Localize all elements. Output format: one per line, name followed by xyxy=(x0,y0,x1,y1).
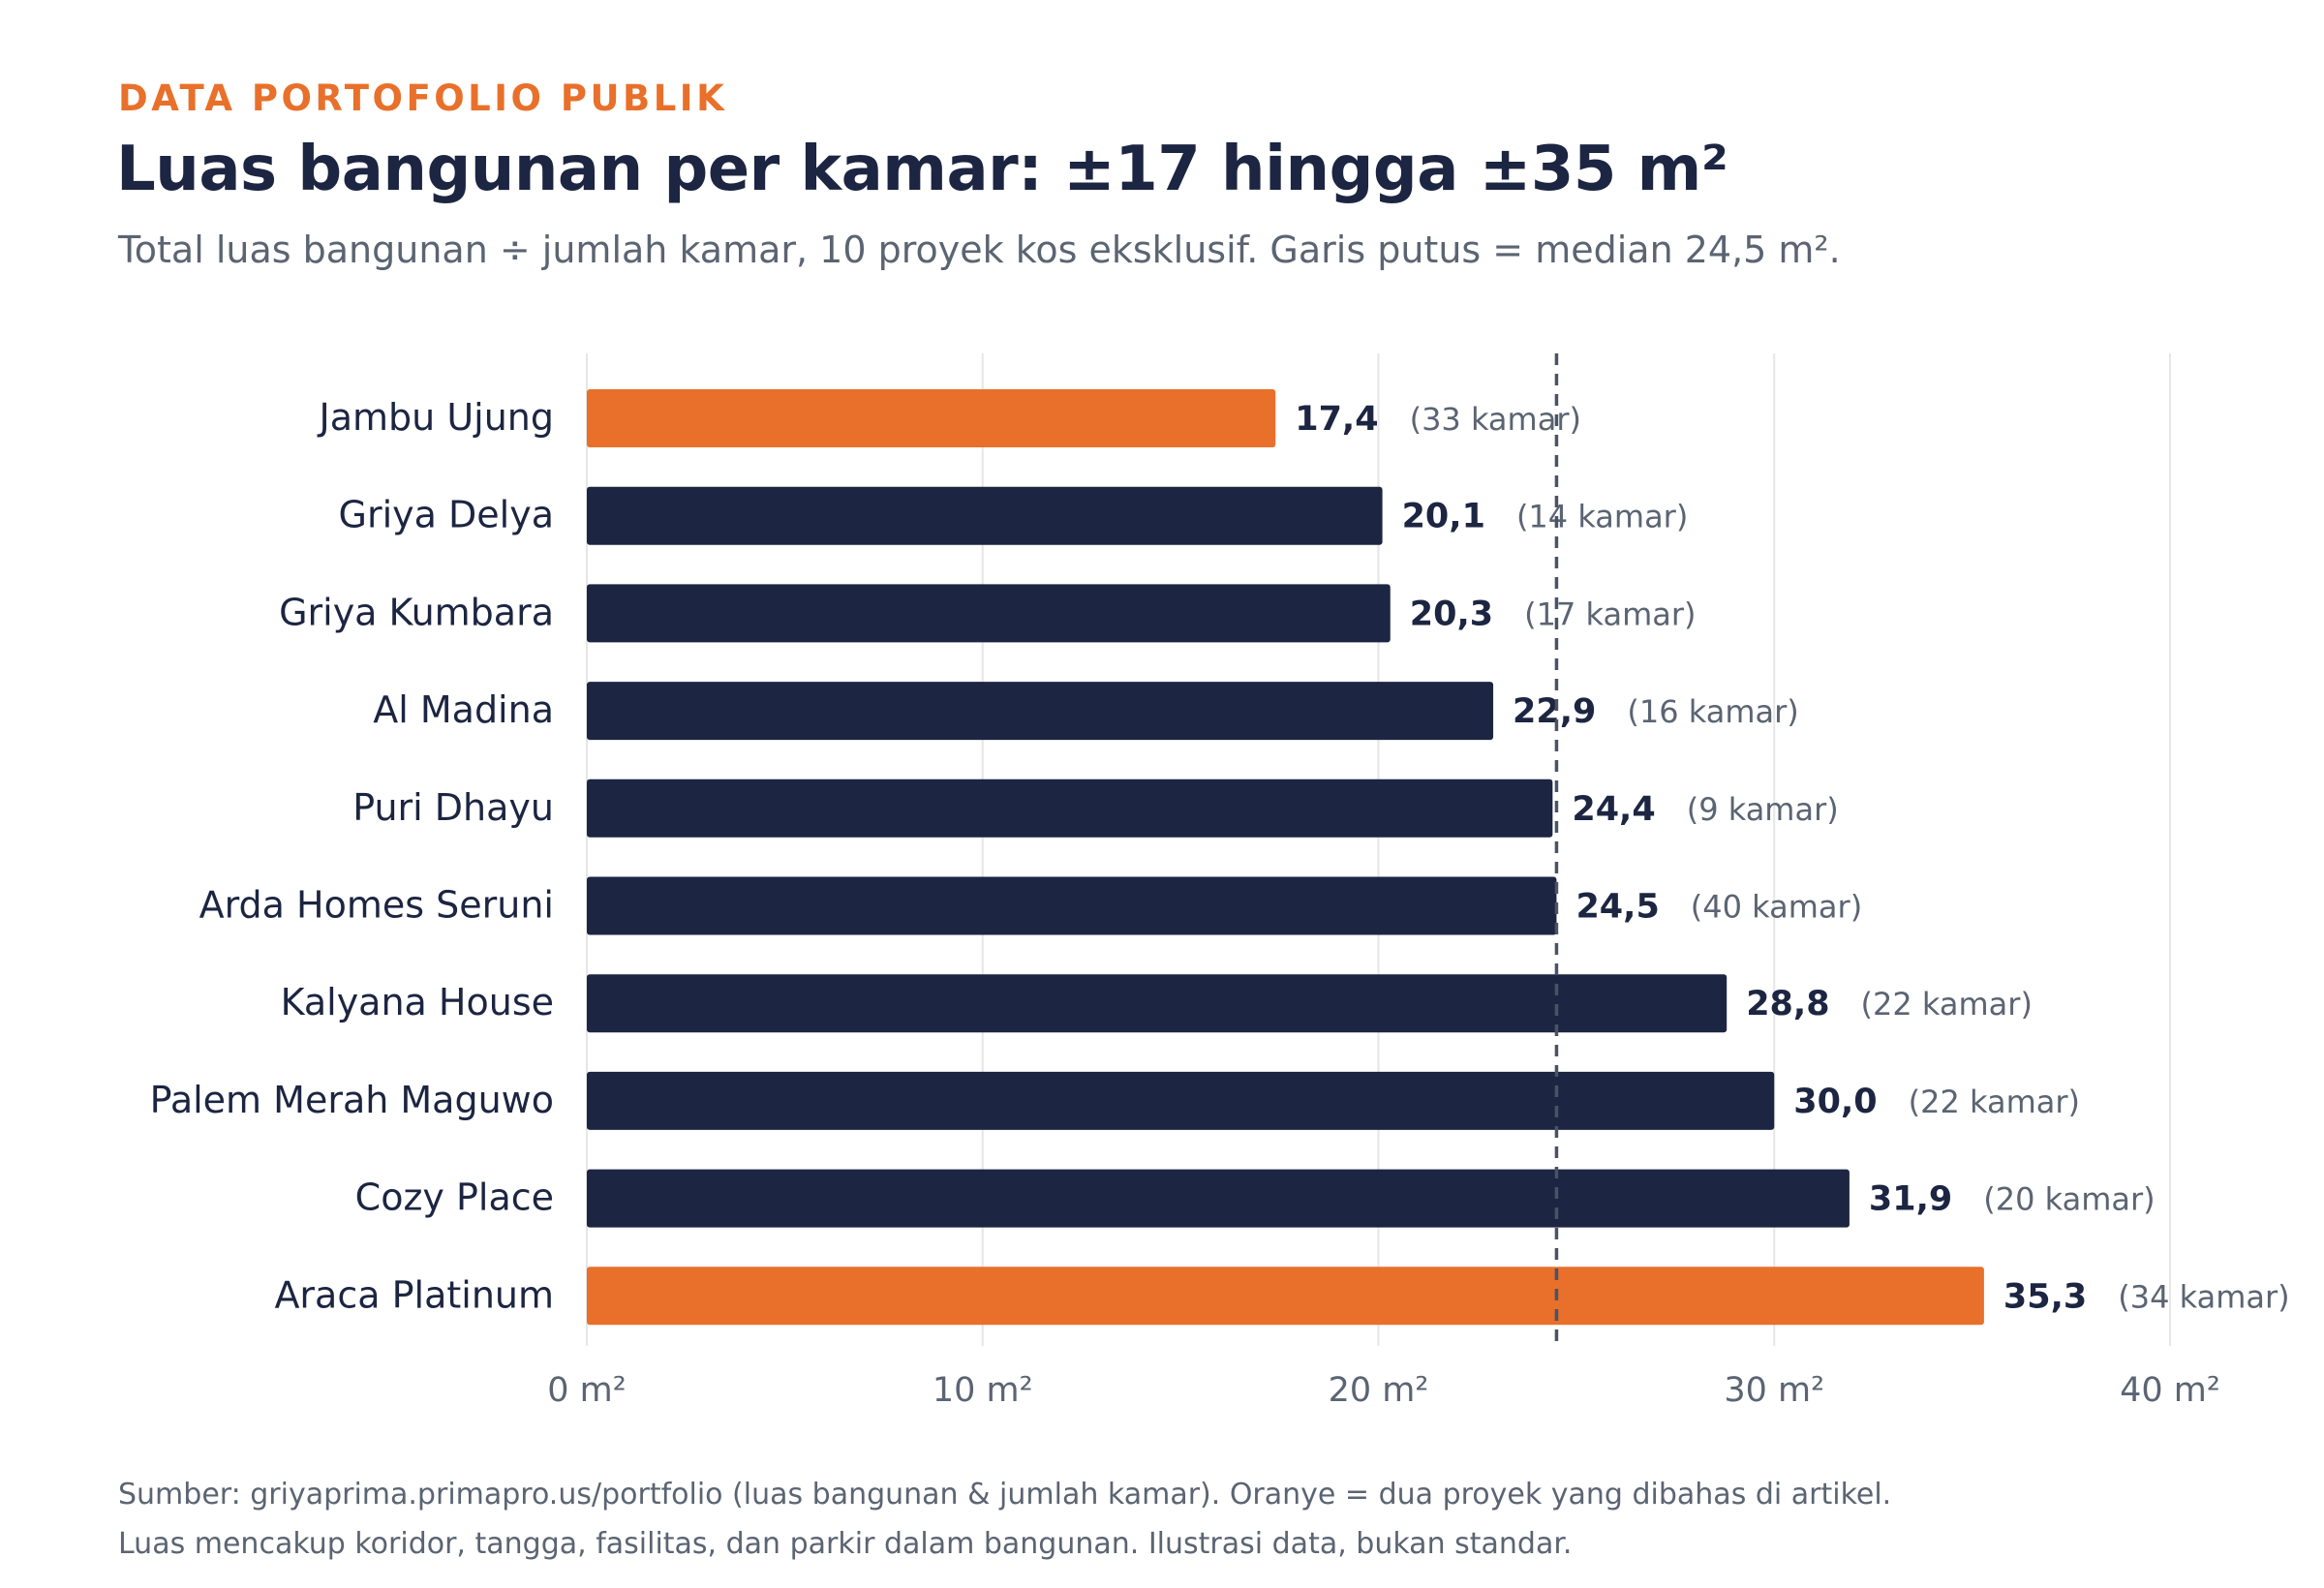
bar xyxy=(587,974,1728,1033)
chart-subtitle: Total luas bangunan ÷ jumlah kamar, 10 p… xyxy=(118,229,1841,271)
bar xyxy=(587,1169,1850,1228)
category-label: Jambu Ujung xyxy=(318,396,554,439)
value-label: 24,5 xyxy=(1575,888,1659,927)
value-label: 22,9 xyxy=(1513,692,1596,731)
category-label: Al Madina xyxy=(373,688,554,731)
chart-title: Luas bangunan per kamar: ±17 hingga ±35 … xyxy=(116,134,1728,205)
value-label: 30,0 xyxy=(1793,1083,1877,1121)
bar xyxy=(587,682,1494,741)
room-count-label: (16 kamar) xyxy=(1627,693,1798,730)
room-count-label: (40 kamar) xyxy=(1691,889,1862,926)
category-label: Arda Homes Seruni xyxy=(199,884,554,927)
room-count-label: (14 kamar) xyxy=(1516,499,1688,535)
x-tick-label: 40 m² xyxy=(2120,1371,2220,1410)
room-count-label: (22 kamar) xyxy=(1861,986,2033,1023)
category-label: Griya Delya xyxy=(339,494,554,536)
value-label: 20,1 xyxy=(1402,498,1485,536)
chart-kicker: DATA PORTOFOLIO PUBLIK xyxy=(118,77,728,119)
x-tick-label: 20 m² xyxy=(1329,1371,1429,1410)
source-note: Sumber: griyaprima.primapro.us/portfolio… xyxy=(118,1478,1892,1512)
category-label: Araca Platinum xyxy=(274,1273,554,1316)
value-label: 28,8 xyxy=(1746,985,1829,1023)
category-label: Puri Dhayu xyxy=(352,786,554,829)
value-label: 35,3 xyxy=(2003,1277,2087,1316)
bar xyxy=(587,779,1553,838)
room-count-label: (33 kamar) xyxy=(1410,401,1581,438)
value-label: 17,4 xyxy=(1295,400,1378,439)
bar xyxy=(587,876,1557,935)
room-count-label: (20 kamar) xyxy=(1983,1181,2155,1218)
category-label: Griya Kumbara xyxy=(279,591,554,633)
value-label: 31,9 xyxy=(1869,1180,1952,1219)
room-count-label: (17 kamar) xyxy=(1524,596,1696,632)
category-label: Palem Merah Maguwo xyxy=(150,1079,554,1121)
bar xyxy=(587,1071,1775,1130)
category-label: Kalyana House xyxy=(281,981,554,1023)
bar xyxy=(587,584,1391,643)
x-tick-label: 0 m² xyxy=(547,1371,627,1410)
area-note: Luas mencakup koridor, tangga, fasilitas… xyxy=(118,1527,1573,1561)
x-tick-label: 10 m² xyxy=(933,1371,1033,1410)
bar xyxy=(587,1267,1984,1326)
room-count-label: (22 kamar) xyxy=(1909,1084,2080,1120)
bar xyxy=(587,389,1276,447)
value-label: 20,3 xyxy=(1410,595,1493,633)
room-count-label: (34 kamar) xyxy=(2118,1278,2289,1315)
category-label: Cozy Place xyxy=(355,1176,554,1219)
x-tick-label: 30 m² xyxy=(1724,1371,1824,1410)
value-label: 24,4 xyxy=(1572,790,1655,829)
room-count-label: (9 kamar) xyxy=(1687,791,1839,828)
bar xyxy=(587,486,1383,545)
